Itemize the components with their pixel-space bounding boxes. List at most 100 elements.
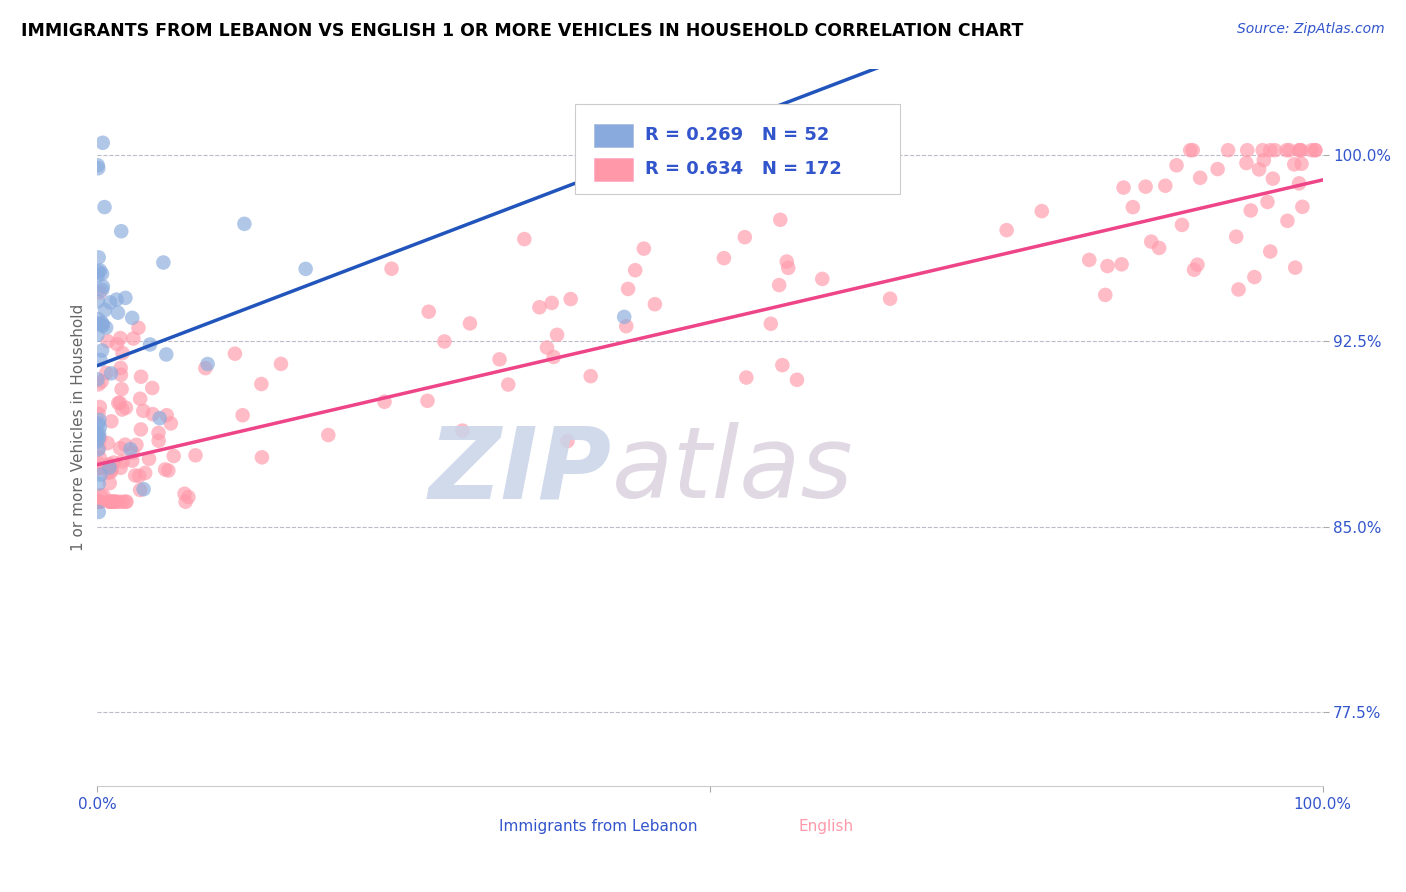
Point: [734, 230, 756, 244]
Point: [1227, 283, 1250, 297]
Point: [129, 483, 152, 497]
Point: [110, 382, 132, 396]
Point: [1135, 179, 1157, 194]
Point: [90, 375, 112, 389]
Point: [250, 450, 273, 465]
Point: [1097, 259, 1119, 273]
Point: [1206, 162, 1229, 177]
Point: [107, 306, 129, 320]
Point: [380, 261, 402, 276]
Point: [496, 377, 519, 392]
Point: [87, 264, 110, 278]
Point: [579, 369, 602, 384]
Point: [776, 254, 799, 268]
Point: [540, 296, 562, 310]
Point: [488, 352, 510, 367]
Point: [1249, 162, 1271, 177]
Point: [139, 337, 162, 351]
Point: [89, 413, 111, 427]
Point: [103, 456, 125, 470]
Point: [1182, 262, 1205, 277]
Point: [98, 476, 121, 491]
Point: [105, 337, 128, 351]
Point: [87, 161, 110, 176]
Point: [111, 494, 134, 508]
Point: [1288, 143, 1310, 157]
Point: [513, 232, 536, 246]
Point: [197, 357, 219, 371]
Point: [316, 428, 339, 442]
Point: [735, 370, 758, 384]
Point: [91, 279, 114, 293]
Point: [194, 361, 217, 376]
Point: [105, 293, 128, 307]
Point: [270, 357, 292, 371]
Point: [93, 200, 115, 214]
Point: [94, 320, 117, 334]
Point: [1236, 143, 1258, 157]
Point: [129, 369, 152, 384]
Point: [1253, 153, 1275, 167]
Point: [86, 434, 108, 449]
Point: [129, 392, 152, 406]
Y-axis label: 1 or more Vehicles in Household: 1 or more Vehicles in Household: [72, 304, 86, 551]
FancyBboxPatch shape: [575, 104, 900, 194]
Point: [97, 334, 120, 349]
Point: [107, 396, 129, 410]
Point: [1305, 143, 1327, 157]
Point: [100, 465, 122, 479]
Point: [1288, 143, 1310, 157]
Point: [1216, 143, 1239, 157]
Point: [879, 292, 901, 306]
Point: [114, 437, 136, 451]
Point: [529, 300, 551, 314]
Point: [458, 317, 481, 331]
Point: [89, 494, 111, 508]
Point: [811, 272, 834, 286]
Point: [111, 454, 134, 468]
Point: [1078, 252, 1101, 267]
FancyBboxPatch shape: [463, 818, 495, 837]
Point: [98, 494, 121, 508]
Point: [110, 224, 132, 238]
Point: [87, 431, 110, 445]
Point: [87, 417, 110, 431]
Point: [614, 319, 637, 334]
Point: [103, 494, 125, 508]
Point: [1181, 143, 1204, 157]
Point: [233, 217, 256, 231]
Point: [1147, 241, 1170, 255]
Point: [536, 341, 558, 355]
Point: [100, 494, 122, 508]
Point: [148, 434, 170, 448]
Point: [86, 427, 108, 442]
Point: [156, 409, 179, 423]
Point: [91, 343, 114, 358]
Point: [96, 366, 118, 380]
Point: [121, 310, 143, 325]
Point: [1189, 170, 1212, 185]
Point: [104, 494, 127, 508]
Point: [122, 332, 145, 346]
Point: [1187, 258, 1209, 272]
Point: [613, 310, 636, 324]
Point: [110, 331, 132, 345]
Point: [416, 393, 439, 408]
Point: [1031, 204, 1053, 219]
Point: [87, 158, 110, 172]
Point: [101, 494, 124, 508]
Point: [89, 494, 111, 508]
Point: [134, 466, 156, 480]
Point: [100, 414, 122, 428]
Point: [1260, 143, 1282, 157]
Point: [87, 312, 110, 326]
Point: [1122, 200, 1144, 214]
Text: English: English: [799, 819, 853, 834]
Point: [91, 283, 114, 297]
Point: [108, 396, 131, 410]
Point: [87, 294, 110, 309]
Point: [98, 494, 121, 508]
Point: [108, 441, 131, 455]
Point: [129, 422, 152, 436]
Point: [87, 476, 110, 491]
